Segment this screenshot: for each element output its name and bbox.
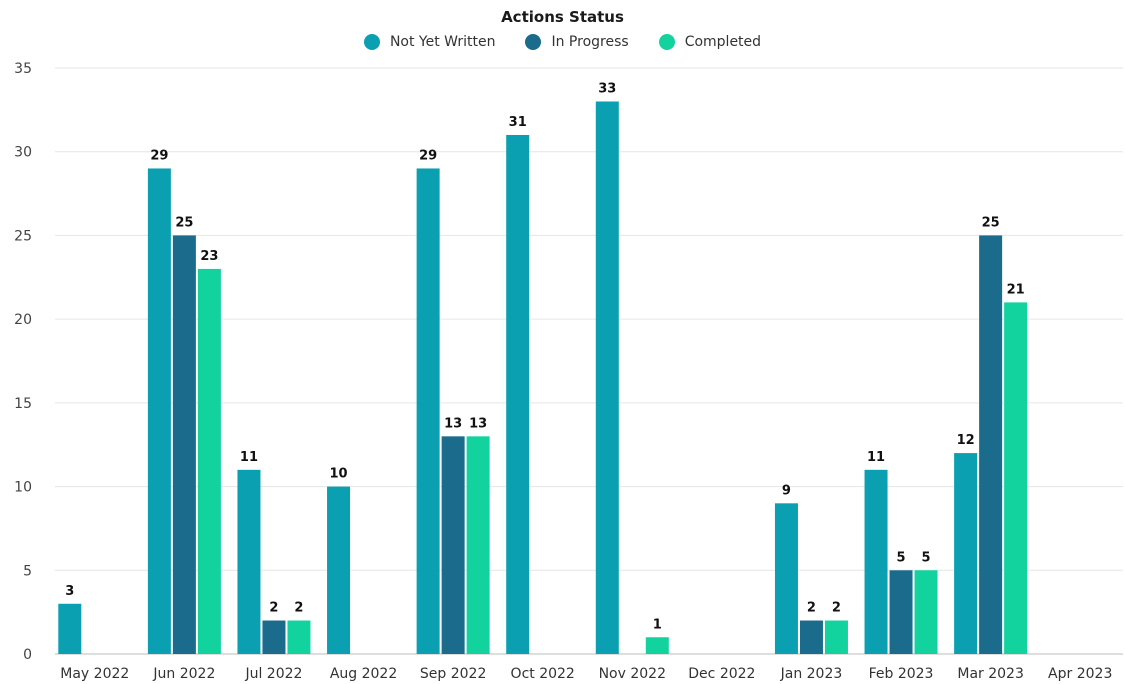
bar-in-progress	[979, 235, 1003, 654]
legend-item-in-progress[interactable]: In Progress	[525, 34, 629, 50]
bar-completed	[466, 436, 490, 654]
data-label: 2	[832, 601, 841, 616]
bar-not-yet-written	[506, 134, 530, 654]
bar-not-yet-written	[774, 503, 798, 654]
data-label: 2	[294, 601, 303, 616]
bar-completed	[645, 637, 669, 654]
data-label: 25	[982, 215, 1000, 230]
bar-not-yet-written	[864, 469, 888, 654]
x-tick-label: May 2022	[60, 666, 129, 682]
bar-not-yet-written	[58, 603, 82, 654]
data-label: 33	[598, 81, 616, 96]
data-label: 2	[269, 601, 278, 616]
bar-in-progress	[262, 620, 286, 654]
bar-in-progress	[441, 436, 465, 654]
bar-not-yet-written	[327, 486, 351, 654]
legend-item-completed[interactable]: Completed	[658, 34, 762, 50]
x-tick-label: Aug 2022	[330, 666, 397, 682]
x-tick-label: Nov 2022	[599, 666, 666, 682]
bar-not-yet-written	[954, 453, 978, 654]
data-label: 29	[419, 148, 437, 163]
x-tick-label: Mar 2023	[957, 666, 1024, 682]
x-tick-label: Jun 2022	[152, 666, 215, 682]
bar-not-yet-written	[595, 101, 619, 654]
bar-completed	[287, 620, 311, 654]
bar-completed	[824, 620, 848, 654]
bar-in-progress	[799, 620, 823, 654]
bar-completed	[197, 268, 221, 654]
data-label: 31	[509, 115, 527, 130]
y-tick-label: 0	[23, 647, 32, 663]
legend-swatch-not-yet-written	[363, 34, 380, 50]
y-tick-label: 10	[14, 480, 32, 496]
legend-item-not-yet-written[interactable]: Not Yet Written	[363, 34, 496, 50]
data-label: 11	[867, 450, 885, 465]
x-tick-label: Oct 2022	[511, 666, 575, 682]
legend-label: In Progress	[551, 34, 629, 50]
y-tick-label: 35	[14, 61, 32, 77]
x-tick-label: Jul 2022	[244, 666, 302, 682]
data-label: 2	[807, 601, 816, 616]
x-tick-label: Dec 2022	[688, 666, 755, 682]
bar-completed	[914, 570, 938, 654]
data-label: 13	[469, 416, 487, 431]
bar-completed	[1004, 302, 1028, 654]
chart-legend: Not Yet Written In Progress Completed	[0, 34, 1125, 50]
chart-title: Actions Status	[501, 8, 624, 26]
y-tick-label: 30	[14, 145, 32, 161]
data-label: 1	[653, 617, 662, 632]
x-tick-label: Jan 2023	[780, 666, 843, 682]
bar-in-progress	[889, 570, 913, 654]
y-tick-label: 5	[23, 563, 32, 579]
data-label: 10	[329, 467, 347, 482]
x-tick-label: Feb 2023	[869, 666, 934, 682]
data-label: 21	[1007, 282, 1025, 297]
legend-swatch-in-progress	[525, 34, 542, 50]
bar-not-yet-written	[147, 168, 171, 654]
y-tick-label: 15	[14, 396, 32, 412]
data-label: 5	[922, 550, 931, 565]
data-label: 9	[782, 483, 791, 498]
data-label: 12	[957, 433, 975, 448]
legend-label: Not Yet Written	[389, 34, 496, 50]
data-label: 25	[175, 215, 193, 230]
data-label: 3	[65, 584, 74, 599]
x-tick-label: Sep 2022	[420, 666, 486, 682]
legend-swatch-completed	[658, 34, 675, 50]
bar-not-yet-written	[416, 168, 440, 654]
legend-label: Completed	[684, 34, 762, 50]
x-tick-label: Apr 2023	[1048, 666, 1112, 682]
bar-in-progress	[172, 235, 196, 654]
data-label: 29	[150, 148, 168, 163]
data-label: 13	[444, 416, 462, 431]
bar-not-yet-written	[237, 469, 261, 654]
y-tick-label: 25	[14, 228, 32, 244]
data-label: 5	[897, 550, 906, 565]
data-label: 11	[240, 450, 258, 465]
y-tick-label: 20	[14, 312, 32, 328]
data-label: 23	[200, 249, 218, 264]
